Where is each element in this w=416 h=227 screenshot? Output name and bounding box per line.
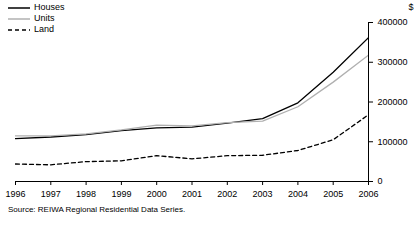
svg-text:2006: 2006	[358, 189, 378, 199]
svg-text:1996: 1996	[5, 189, 25, 199]
svg-text:0: 0	[378, 176, 383, 186]
svg-text:2000: 2000	[147, 189, 167, 199]
svg-text:1999: 1999	[111, 189, 131, 199]
svg-text:2004: 2004	[288, 189, 308, 199]
svg-text:$: $	[408, 2, 413, 12]
svg-text:2003: 2003	[253, 189, 273, 199]
svg-text:200000: 200000	[378, 97, 408, 107]
svg-text:2001: 2001	[182, 189, 202, 199]
html-text:Units: Units	[34, 13, 55, 23]
svg-text:2002: 2002	[217, 189, 237, 199]
svg-text:1997: 1997	[41, 189, 61, 199]
svg-text:400000: 400000	[378, 17, 408, 27]
svg-text:2005: 2005	[323, 189, 343, 199]
html-text:Houses: Houses	[34, 2, 65, 12]
svg-text:1998: 1998	[76, 189, 96, 199]
svg-text:100000: 100000	[378, 137, 408, 147]
svg-text:300000: 300000	[378, 57, 408, 67]
html-text:Source: REIWA Regional Residen: Source: REIWA Regional Residential Data …	[8, 205, 186, 214]
html-text:Land: Land	[34, 24, 54, 34]
